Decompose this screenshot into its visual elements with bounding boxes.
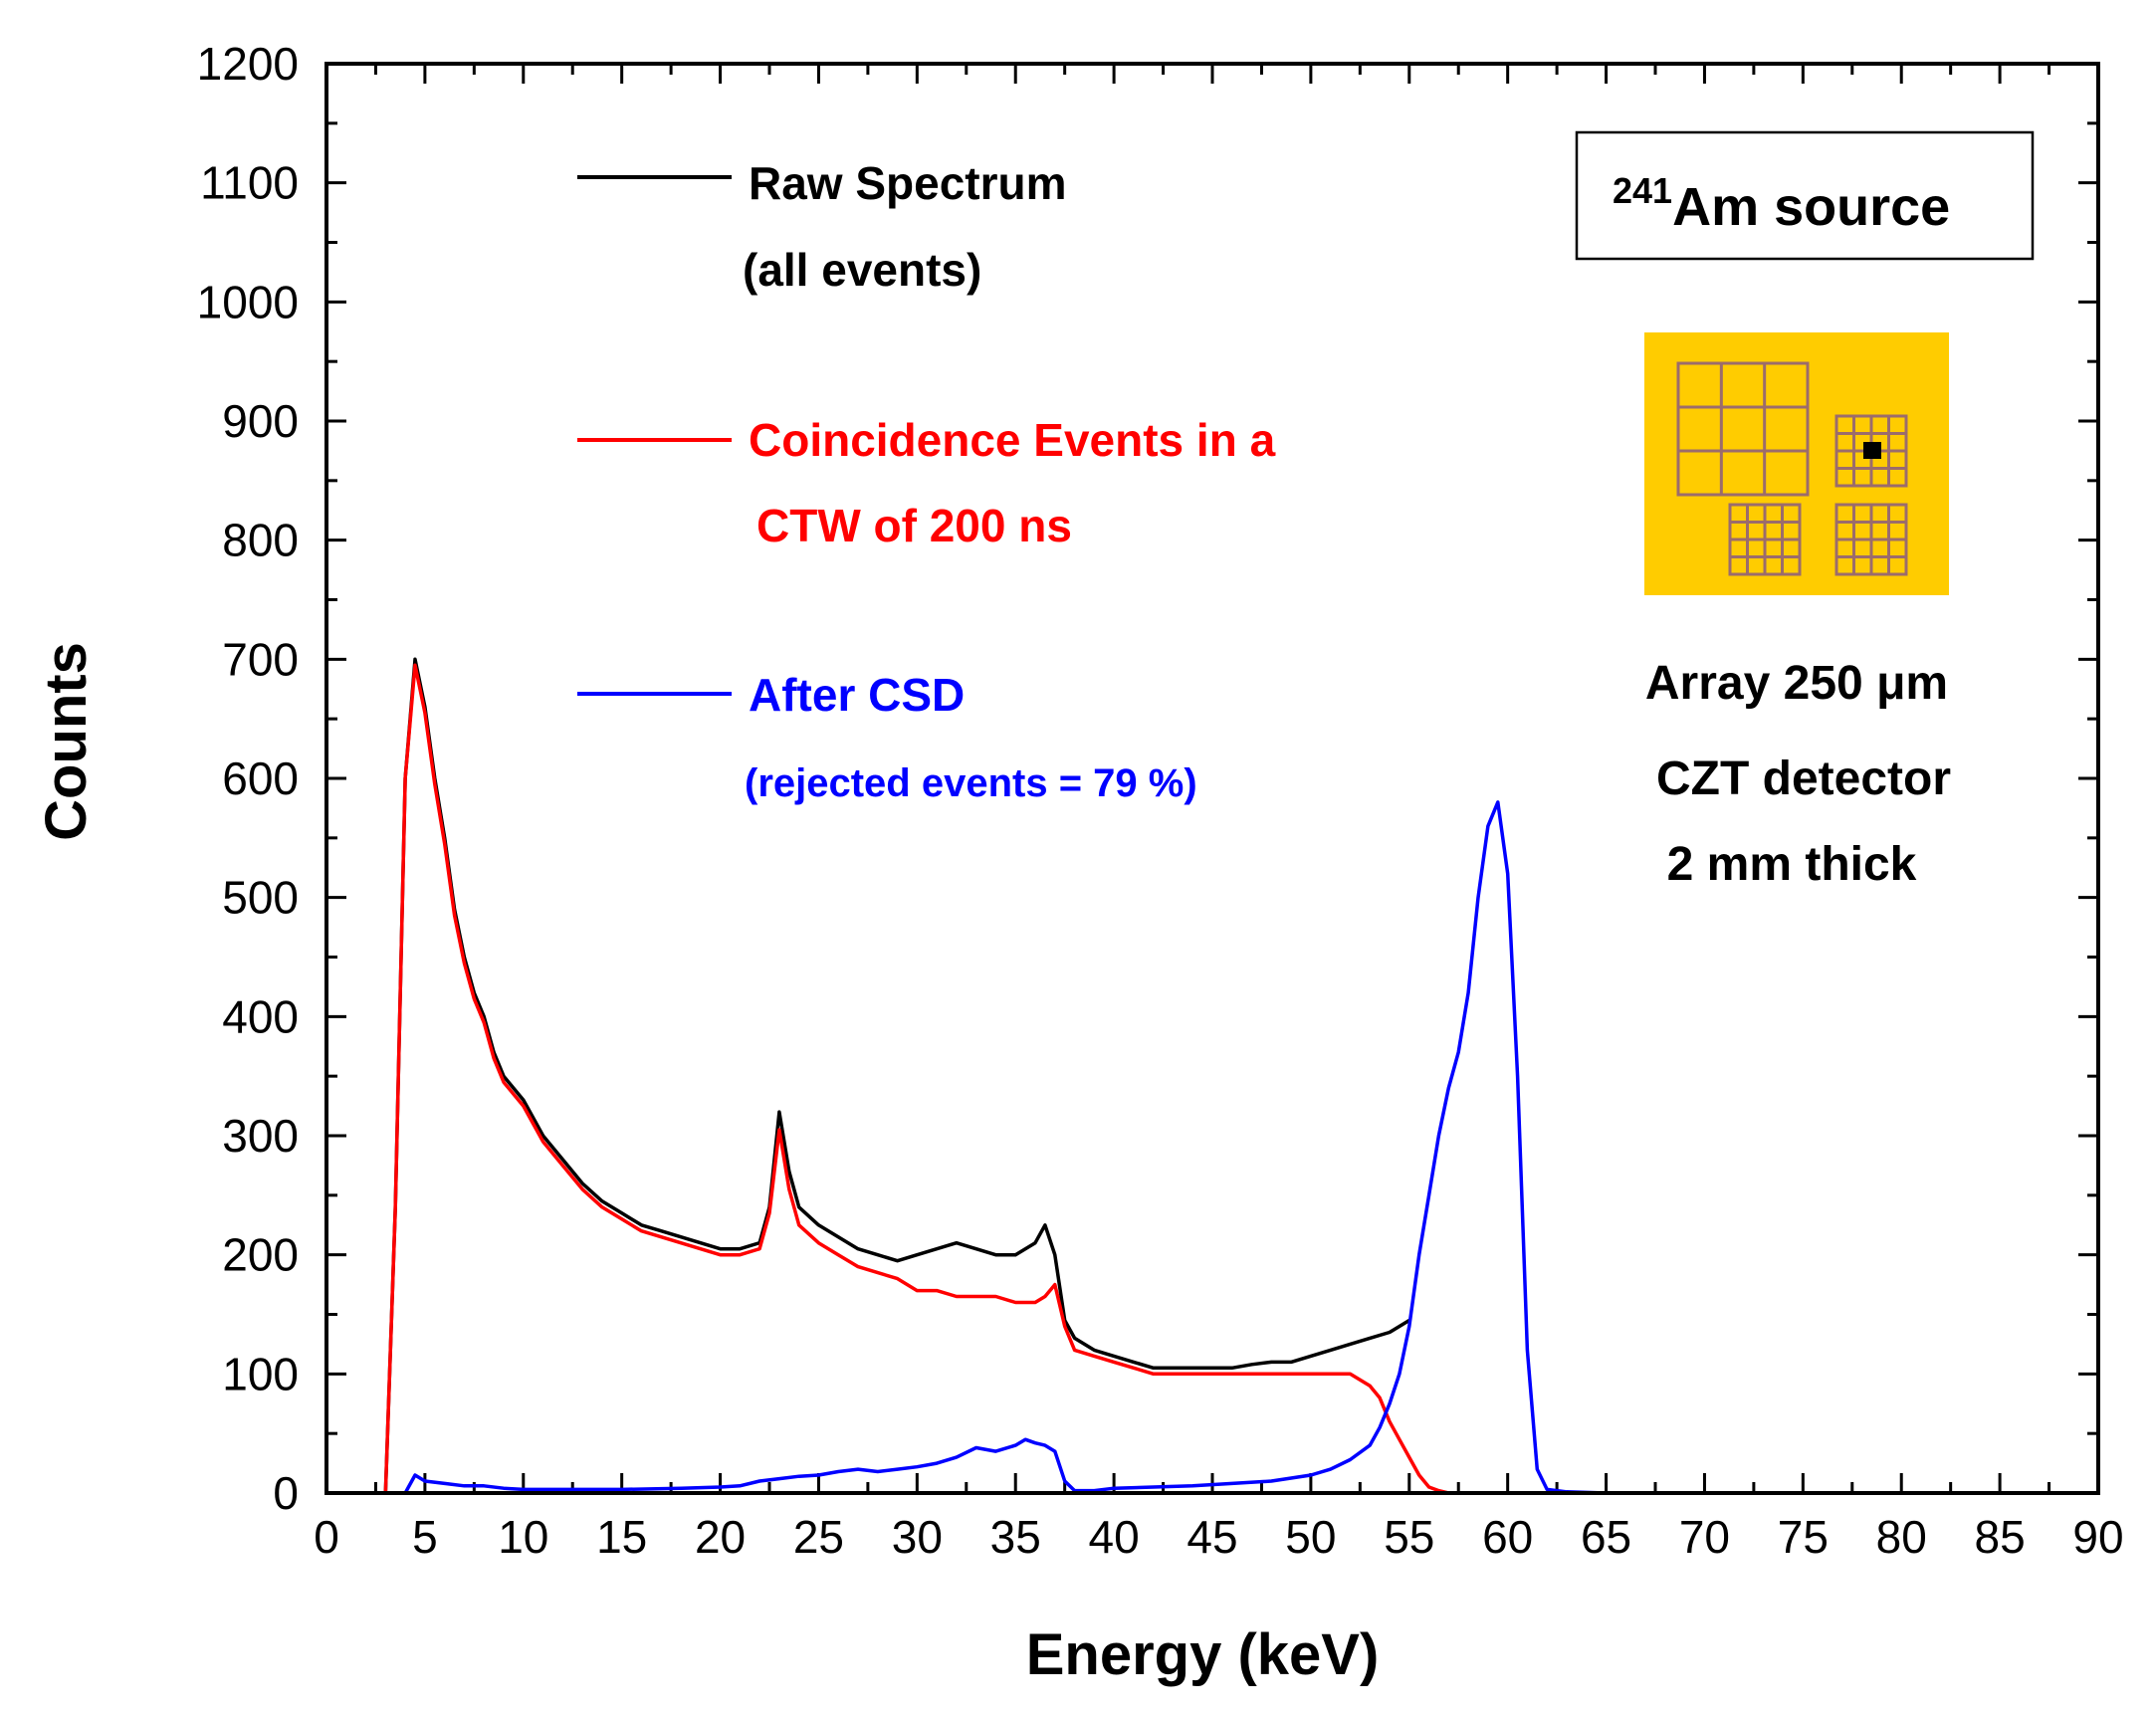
y-tick-label: 300	[222, 1110, 299, 1162]
legend-sublabel-csd: (rejected events = 79 %)	[745, 761, 1197, 805]
source-label: 241Am source	[1613, 170, 1950, 237]
y-tick-label: 600	[222, 752, 299, 804]
source-isotope-mass: 241	[1613, 170, 1672, 211]
x-tick-label: 70	[1679, 1511, 1730, 1563]
y-tick-label: 100	[222, 1348, 299, 1399]
y-tick-label: 800	[222, 515, 299, 566]
source-box: 241Am source	[1575, 130, 2035, 261]
x-tick-label: 50	[1285, 1511, 1336, 1563]
source-isotope-name: Am source	[1672, 177, 1950, 237]
y-tick-label: 700	[222, 633, 299, 685]
x-tick-label: 80	[1876, 1511, 1927, 1563]
x-tick-label: 65	[1581, 1511, 1631, 1563]
y-tick-labels: 0 100 200 300 400 500 600 700 800 900 1000 1100 1200	[197, 38, 299, 1519]
detector-line-1: Array 250 μm	[1645, 657, 1948, 710]
legend-label-coincidence: Coincidence Events in a	[749, 414, 1276, 466]
x-tick-label: 5	[412, 1511, 438, 1563]
legend-sublabel-raw: (all events)	[743, 244, 981, 296]
detector-line-3: 2 mm thick	[1667, 838, 1917, 891]
detector-inset	[1644, 332, 1949, 595]
legend: Raw Spectrum (all events) Coincidence Ev…	[577, 157, 1276, 805]
legend-sublabel-coincidence: CTW of 200 ns	[756, 500, 1072, 551]
x-tick-label: 45	[1186, 1511, 1237, 1563]
x-tick-label: 55	[1384, 1511, 1434, 1563]
x-tick-label: 60	[1482, 1511, 1533, 1563]
series-coincidence	[326, 663, 1548, 1495]
y-tick-label: 1200	[197, 38, 299, 90]
inset-array-large	[1676, 361, 1810, 497]
x-tick-label: 15	[596, 1511, 647, 1563]
y-tick-label: 200	[222, 1229, 299, 1281]
x-tick-label: 30	[892, 1511, 943, 1563]
series-after-csd	[326, 800, 2098, 1495]
x-tick-label: 10	[498, 1511, 548, 1563]
legend-label-csd: After CSD	[749, 669, 965, 721]
x-axis-title: Energy (keV)	[1026, 1622, 1380, 1687]
y-tick-label: 1100	[200, 157, 299, 209]
x-tick-label: 40	[1089, 1511, 1140, 1563]
x-tick-label: 25	[793, 1511, 844, 1563]
y-axis-title: Counts	[34, 642, 99, 841]
y-tick-label: 400	[222, 990, 299, 1042]
y-tick-label: 500	[222, 872, 299, 924]
x-tick-label: 20	[695, 1511, 746, 1563]
detector-line-2: CZT detector	[1656, 752, 1951, 805]
x-tick-label: 35	[990, 1511, 1041, 1563]
plot-frame	[324, 62, 2100, 1495]
x-tick-labels: 0 5 10 15 20 25 30 35 40 45 50 55 60 65 70 75 80 85 90	[314, 1511, 2123, 1563]
series-group	[326, 657, 2098, 1495]
x-tick-label: 75	[1778, 1511, 1829, 1563]
y-tick-label: 1000	[197, 276, 299, 327]
x-tick-label: 90	[2072, 1511, 2123, 1563]
y-tick-label: 0	[273, 1467, 299, 1519]
series-raw-spectrum	[326, 657, 1410, 1495]
x-tick-label: 85	[1975, 1511, 2026, 1563]
legend-label-raw: Raw Spectrum	[749, 157, 1067, 209]
y-tick-label: 900	[222, 395, 299, 447]
x-tick-label: 0	[314, 1511, 339, 1563]
